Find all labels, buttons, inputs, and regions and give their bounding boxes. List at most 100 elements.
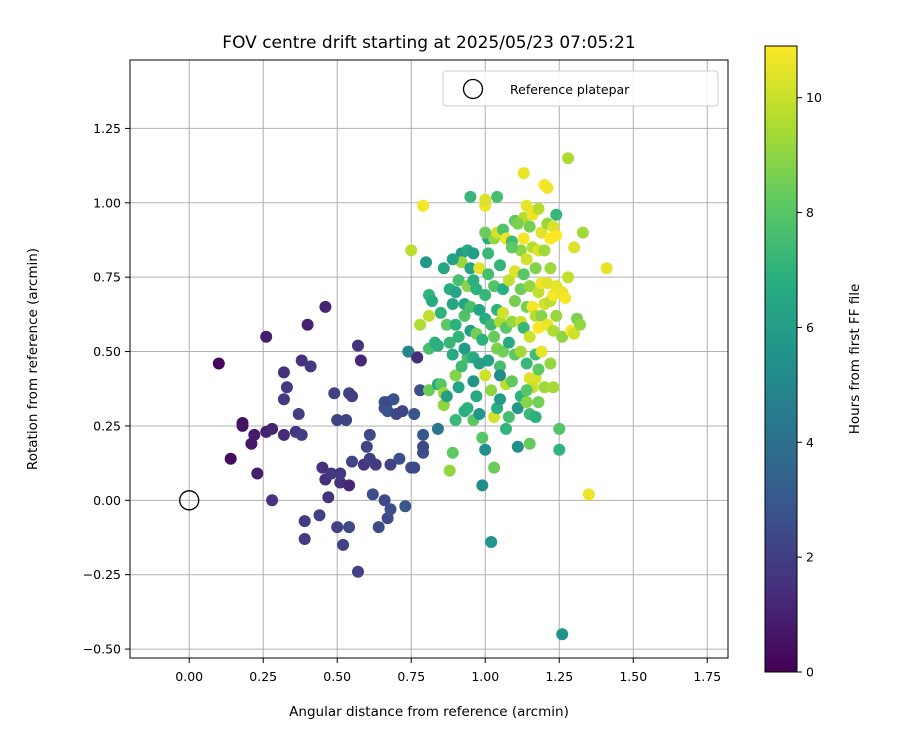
data-point [331,414,344,426]
data-point [236,419,249,432]
data-points [212,152,613,641]
data-point [553,443,566,456]
data-point [511,402,524,415]
data-point [313,509,326,522]
data-point [346,390,358,403]
data-point [423,384,435,397]
data-point [298,533,311,545]
data-point [497,306,509,319]
data-point [568,327,581,340]
x-tick-label: 1.25 [545,669,573,684]
data-point [437,262,450,275]
data-point [387,393,400,406]
data-point [212,357,225,370]
data-point [467,247,480,260]
data-point [455,360,468,373]
x-tick-label: 0.25 [249,669,277,684]
data-point [446,446,459,459]
y-tick-label: −0.50 [83,642,121,657]
data-point [319,300,332,313]
data-point [352,339,364,352]
data-point [505,241,518,254]
data-point [523,280,536,293]
colorbar-tick-label: 2 [806,550,814,565]
data-point [523,437,536,450]
data-point [479,443,492,456]
data-point [354,354,367,367]
y-tick-label: 0.75 [93,270,121,285]
x-tick-label: 1.50 [619,669,647,684]
data-point [366,488,379,501]
data-point [322,491,335,504]
data-point [473,408,486,420]
data-point [538,381,551,394]
reference-platepar-marker [179,490,200,511]
data-point [384,458,397,471]
data-point [535,226,548,239]
data-point [449,318,462,331]
data-point [476,333,489,346]
data-point [420,256,432,269]
data-point [523,330,536,343]
data-point [520,384,533,397]
data-point [488,461,501,474]
data-point [517,232,530,245]
data-point [411,351,424,364]
data-point [532,202,545,215]
data-point [556,628,569,641]
data-point [485,384,498,397]
data-point [381,512,394,525]
data-point [511,217,524,230]
colorbar-ticks: 0 2 4 6 8 10 [797,90,822,680]
data-point [497,283,509,296]
data-point [529,411,542,423]
data-point [461,402,474,415]
data-point [295,354,308,367]
colorbar-tick-label: 6 [806,320,814,335]
data-point [384,503,397,516]
data-point [449,414,462,426]
data-point [508,295,521,307]
data-point [520,357,533,370]
data-point [449,286,462,299]
data-point [251,467,264,480]
data-point [541,181,554,194]
data-point [363,428,376,441]
data-point [502,336,515,349]
data-point [476,479,489,492]
data-point [277,366,290,379]
data-point [334,467,347,480]
data-point [473,357,486,370]
data-point [260,330,273,343]
data-point [568,241,581,254]
data-point [582,488,595,501]
data-point [502,411,515,423]
data-point [494,259,506,272]
y-tick-label: 1.25 [93,121,121,136]
data-point [574,318,586,331]
data-point [396,405,409,418]
data-point [423,309,435,322]
x-tick-label: 1.00 [471,669,499,684]
data-point [426,295,438,307]
data-point [372,521,385,534]
data-point [337,538,350,551]
data-point [494,360,506,373]
data-point [431,339,444,352]
colorbar-tick-label: 8 [806,205,814,220]
data-point [517,167,530,180]
data-point [408,461,421,474]
data-point [535,309,548,322]
y-tick-label: 0.00 [93,493,121,508]
data-point [408,408,421,420]
data-point [434,306,447,319]
colorbar: 0 2 4 6 8 10 Hours from first FF file [764,45,863,680]
data-point [553,422,566,435]
data-point [494,393,506,406]
legend: Reference platepar [442,70,719,107]
data-point [514,345,527,358]
data-point [467,375,480,388]
data-point [520,199,533,212]
data-point [449,369,462,382]
